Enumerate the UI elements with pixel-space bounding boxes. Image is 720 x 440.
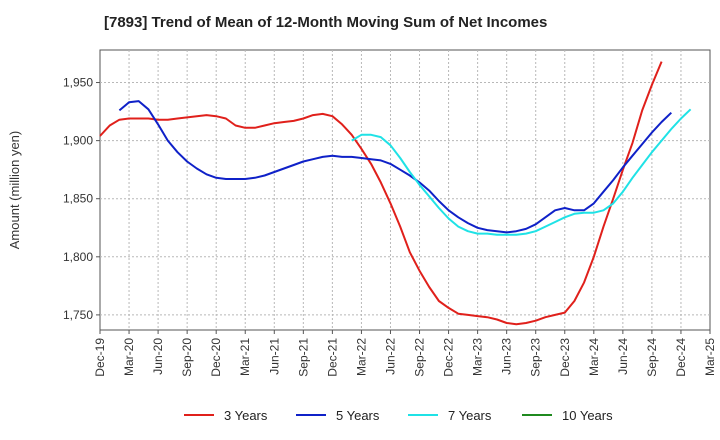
y-tick-label: 1,800	[63, 250, 93, 264]
y-tick-label: 1,850	[63, 192, 93, 206]
plot-area	[99, 49, 711, 331]
x-tick-label: Mar-23	[471, 338, 485, 376]
x-tick-label: Jun-24	[616, 338, 630, 375]
x-tick-label: Mar-25	[703, 338, 717, 376]
x-tick-label: Sep-23	[529, 338, 543, 377]
x-tick-label: Sep-21	[296, 338, 310, 377]
legend-label: 3 Years	[224, 408, 268, 423]
x-tick-label: Jun-22	[383, 338, 397, 375]
x-tick-label: Sep-24	[645, 338, 659, 377]
x-tick-label: Mar-24	[587, 338, 601, 376]
y-tick-label: 1,950	[63, 76, 93, 90]
x-tick-label: Mar-22	[354, 338, 368, 376]
grid-lines	[100, 50, 710, 330]
x-tick-label: Dec-21	[325, 338, 339, 377]
x-axis: Dec-19 Mar-20 Jun-20 Sep-20 Dec-20 Mar-21 Jun-…	[93, 330, 717, 377]
y-tick-label: 1,900	[63, 134, 93, 148]
x-tick-label: Dec-24	[674, 338, 688, 377]
x-tick-label: Dec-23	[558, 338, 572, 377]
x-tick-label: Sep-20	[180, 338, 194, 377]
x-tick-label: Mar-21	[238, 338, 252, 376]
x-tick-label: Mar-20	[122, 338, 136, 376]
x-tick-label: Dec-22	[442, 338, 456, 377]
x-tick-label: Sep-22	[413, 338, 427, 377]
legend-label: 10 Years	[562, 408, 613, 423]
x-tick-label: Dec-19	[93, 338, 107, 377]
chart-title: [7893] Trend of Mean of 12-Month Moving …	[104, 14, 548, 31]
legend-label: 5 Years	[336, 408, 380, 423]
x-tick-label: Jun-23	[500, 338, 514, 375]
legend-label: 7 Years	[448, 408, 492, 423]
x-tick-label: Jun-20	[151, 338, 165, 375]
y-tick-label: 1,750	[63, 308, 93, 322]
series-line-5-years	[118, 100, 672, 234]
legend: 3 Years 5 Years 7 Years 10 Years	[184, 408, 613, 423]
series-line-3-years	[99, 61, 663, 326]
x-tick-label: Jun-21	[267, 338, 281, 375]
x-tick-label: Dec-20	[209, 338, 223, 377]
y-axis: 1,750 1,800 1,850 1,900 1,950	[63, 76, 100, 322]
series-line-7-years	[351, 108, 692, 236]
series-lines	[99, 61, 692, 326]
y-axis-label: Amount (million yen)	[7, 131, 22, 250]
